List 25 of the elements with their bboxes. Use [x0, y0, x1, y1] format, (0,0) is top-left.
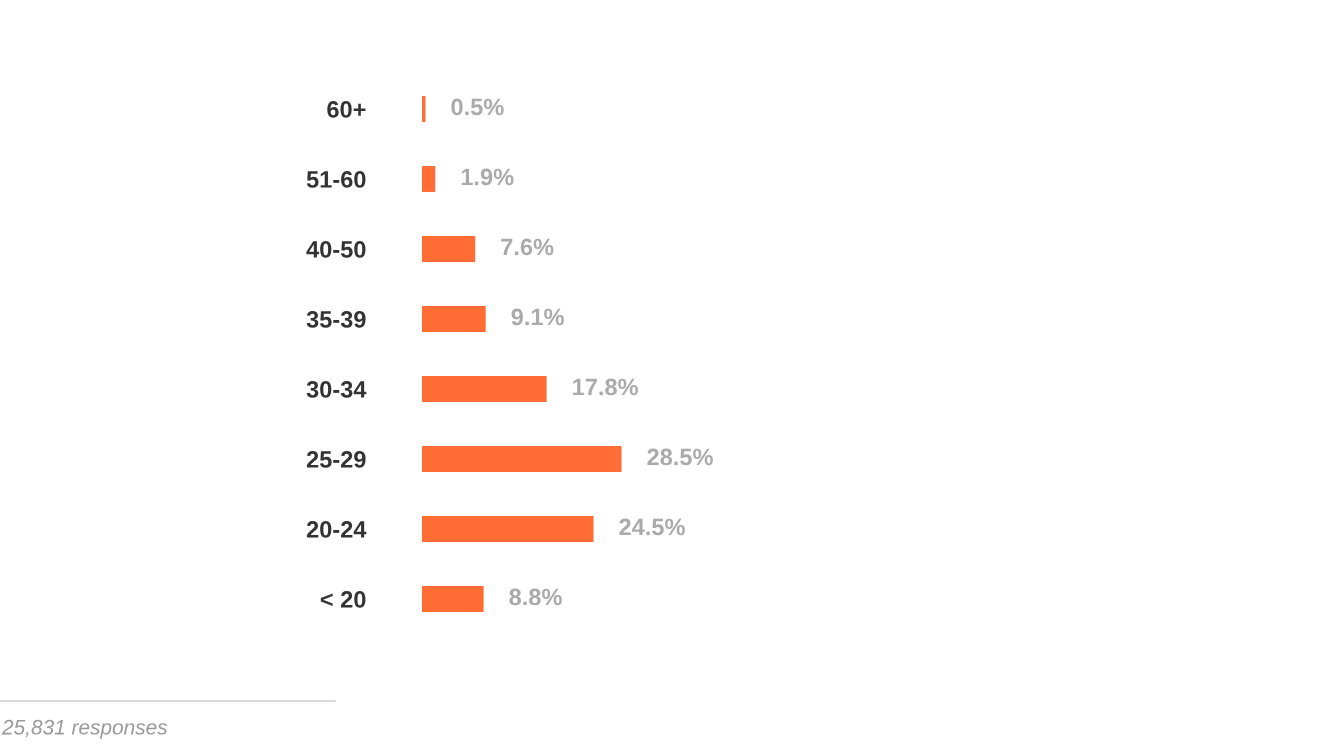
- data-label: 7.6%: [501, 238, 554, 256]
- bar: [422, 96, 426, 122]
- y-tick-label: < 20: [320, 591, 366, 608]
- data-label: 8.8%: [509, 588, 562, 606]
- y-tick-label: 60+: [327, 101, 366, 118]
- y-tick-label: 20-24: [306, 521, 367, 538]
- data-label: 0.5%: [451, 98, 504, 116]
- data-label: 1.9%: [461, 168, 514, 186]
- y-tick-label: 51-60: [306, 171, 366, 188]
- y-tick-label: 30-34: [306, 381, 367, 398]
- bar: [422, 306, 486, 332]
- bar: [422, 446, 622, 472]
- bar: [422, 236, 476, 262]
- bar: [422, 376, 547, 402]
- bar: [422, 586, 484, 612]
- data-label: 28.5%: [647, 448, 713, 466]
- data-label: 24.5%: [619, 518, 685, 536]
- bar: [422, 516, 594, 542]
- bar: [422, 166, 436, 192]
- y-tick-label: 40-50: [306, 241, 366, 258]
- text: 25,831 responses: [1, 719, 168, 739]
- y-tick-label: 25-29: [306, 451, 366, 468]
- data-label: 17.8%: [573, 378, 638, 396]
- y-tick-label: 35-39: [306, 311, 366, 328]
- data-label: 9.1%: [511, 308, 564, 326]
